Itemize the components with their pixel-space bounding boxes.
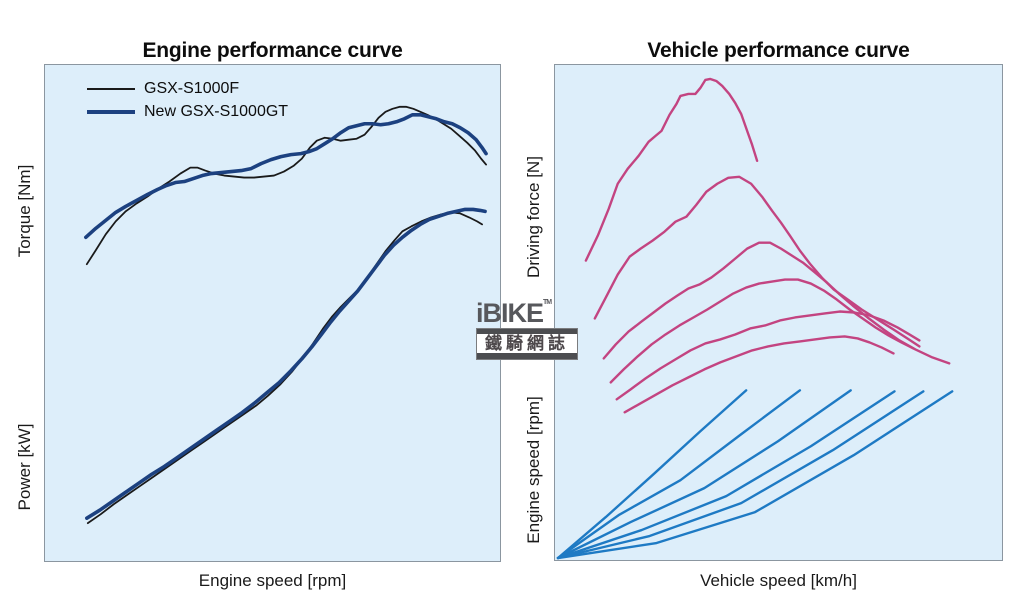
ibike-brand-text: iBIKETM — [476, 298, 552, 328]
engine-chart-legend: GSX-S1000F New GSX-S1000GT — [87, 80, 289, 120]
ibike-logo-body: 1st Motorcycle Online In Hong Kong Since… — [476, 328, 578, 360]
vehicle-chart-plot-area — [554, 64, 1003, 561]
power-axis-label: Power [kW] — [15, 423, 34, 511]
torque-curve-gsx-s1000f — [85, 105, 487, 266]
driving-force-gear-6 — [623, 335, 895, 414]
engine-speed-right-axis-label: Engine speed [rpm] — [524, 396, 543, 544]
navy-line-swatch — [87, 110, 135, 114]
driving-force-gear-1 — [584, 77, 759, 262]
engine-speed-gear-6 — [556, 390, 954, 560]
power-curve-new-gsx-s1000gt — [85, 207, 487, 520]
driving-force-gear-4 — [609, 278, 915, 384]
engine-chart-plot-area: GSX-S1000F New GSX-S1000GT — [44, 64, 501, 562]
engine-speed-gear-5 — [556, 390, 925, 560]
engine-speed-gear-3 — [556, 389, 852, 560]
legend-entry-gsx-s1000f: GSX-S1000F — [87, 80, 288, 97]
legend-label-new-gsx-s1000gt: New GSX-S1000GT — [144, 103, 289, 120]
ibike-chinese-name: 鐵騎網誌 — [485, 334, 569, 353]
engine-speed-gear-2 — [556, 389, 802, 560]
ibike-top-tagline-bar: 1st Motorcycle Online In Hong Kong Since… — [477, 329, 577, 334]
legend-label-gsx-s1000f: GSX-S1000F — [144, 80, 240, 97]
legend-entry-new-gsx-s1000gt: New GSX-S1000GT — [87, 103, 289, 120]
vehicle-speed-axis-label: Vehicle speed [km/h] — [700, 571, 857, 590]
trademark-symbol: TM — [543, 299, 552, 306]
engine-speed-axis-label: Engine speed [rpm] — [198, 571, 347, 590]
driving-force-gear-2 — [593, 175, 921, 348]
ibike-bottom-tagline-bar: THE BEST PLACE TO BUY, TO SELL, OR JUST … — [477, 353, 577, 359]
torque-axis-label: Torque [Nm] — [15, 164, 34, 258]
driving-force-axis-label: Driving force [N] — [524, 156, 543, 278]
ibike-watermark-logo: iBIKETM 1st Motorcycle Online In Hong Ko… — [476, 298, 578, 360]
driving-force-gear-5 — [615, 310, 921, 401]
engine-speed-gear-1 — [556, 389, 748, 560]
vehicle-chart-title: Vehicle performance curve — [647, 39, 910, 63]
black-line-swatch — [87, 88, 135, 90]
driving-force-gear-3 — [602, 241, 951, 365]
torque-curve-new-gsx-s1000gt — [84, 113, 488, 240]
engine-chart-canvas — [84, 105, 488, 525]
vehicle-chart-canvas — [556, 77, 954, 560]
engine-chart-title: Engine performance curve — [142, 39, 403, 63]
engine-speed-gear-4 — [556, 390, 896, 560]
